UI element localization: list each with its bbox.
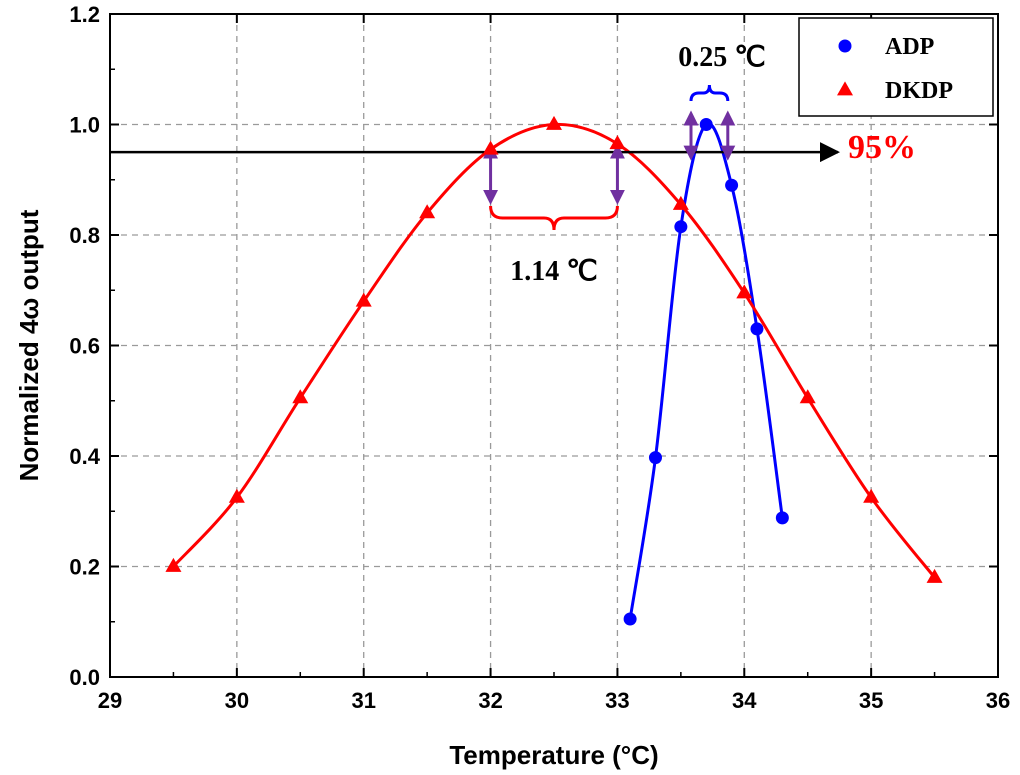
fit-curves [172,122,936,620]
legend-marker-dkdp [837,81,853,96]
x-tick-label: 32 [478,688,502,713]
x-tick-label: 35 [859,688,883,713]
y-tick-label: 0.4 [69,444,100,469]
fit-curve-dkdp [172,122,936,579]
dkdp-point [355,292,372,307]
x-tick-label: 31 [351,688,375,713]
y-tick-label: 0.0 [69,665,100,690]
dkdp-point [863,488,880,503]
y-tick-label: 0.6 [69,334,100,359]
annotations: 95% 1.14 ℃ 0.25 ℃ [110,42,916,287]
dkdp-point [799,389,816,404]
x-tick-label: 29 [98,688,122,713]
dkdp-point [165,557,182,572]
x-tick-label: 30 [225,688,249,713]
adp-point [674,220,688,234]
data-points [165,115,943,626]
dkdp-point [736,284,753,299]
fit-curve-adp [628,122,784,620]
adp-point [750,322,764,336]
dkdp-point [926,568,943,583]
dkdp-point [419,204,436,219]
dkdp-point [609,135,626,150]
adp-width-label: 0.25 ℃ [678,42,765,73]
dkdp-point [228,488,245,503]
y-tick-label: 0.2 [69,555,100,580]
legend-box [798,17,994,117]
axes: 29 30 31 32 33 34 35 36 0.0 0.2 0.4 0.6 0.8 1.0 1.2 Tem… [14,2,1010,770]
dkdp-point [672,195,689,210]
x-tick-label: 34 [732,688,757,713]
adp-point [623,612,637,626]
y-tick-label: 0.8 [69,223,100,248]
threshold-label: 95% [848,129,916,166]
dkdp-point [482,140,499,155]
adp-point [648,451,662,465]
adp-point [725,178,739,192]
adp-point [699,118,713,131]
legend-label-dkdp: DKDP [885,78,953,104]
adp-brace [689,84,730,102]
x-tick-label: 36 [986,688,1010,713]
adp-point [775,511,789,525]
dkdp-point [292,389,309,404]
y-tick-label: 1.2 [69,2,100,27]
x-tick-label: 33 [605,688,629,713]
legend-label-adp: ADP [885,34,934,60]
dkdp-brace [489,205,619,231]
y-tick-label: 1.0 [69,113,100,138]
dkdp-point [546,115,562,130]
x-axis-title: Temperature (°C) [449,740,658,770]
legend-marker-adp [838,39,852,53]
y-axis-title: Normalized 4ω output [14,209,44,481]
dkdp-width-label: 1.14 ℃ [510,256,597,287]
grid [110,14,998,677]
legend: ADP DKDP [798,17,994,117]
